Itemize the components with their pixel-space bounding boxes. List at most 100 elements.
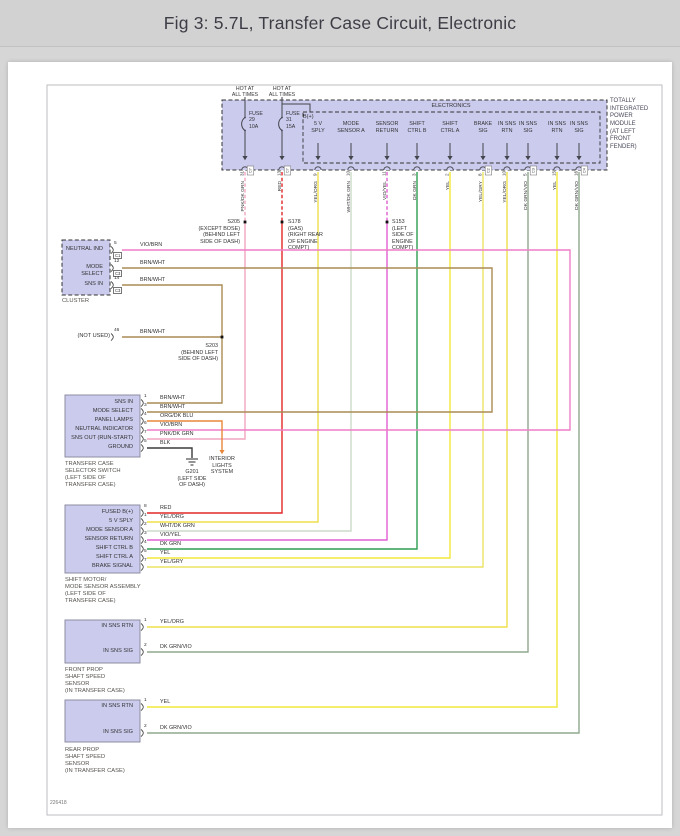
shift_motor-wire-color-label: VIO/YEL xyxy=(160,532,181,538)
front_sensor-pin-in-sns-sig-label: IN SNS SIG xyxy=(103,648,133,654)
tipm-pin-bump xyxy=(446,166,454,171)
rear_sensor-pin-number: 2 xyxy=(144,724,147,729)
selector_switch-pin-number: 7 xyxy=(144,430,147,435)
b-plus-branch-wire xyxy=(282,103,311,112)
tipm-pin-number: 31 xyxy=(240,170,245,176)
connector-tag-box xyxy=(580,165,588,176)
wire-color-label: YEL xyxy=(552,181,558,191)
selector_switch-pin-number: 1 xyxy=(144,394,147,399)
fuse-node xyxy=(244,116,246,119)
wire-color-label: RED xyxy=(277,181,283,192)
selector_switch-pin-panel-lamps-label: PANEL LAMPS xyxy=(94,417,133,423)
shift_motor-pin-shift-ctrl-b-label: SHIFT CTRL B xyxy=(95,545,133,551)
rear_sensor-wire-color-label: DK GRN/VIO xyxy=(160,725,192,731)
splice-s203-label: S203 (BEHIND LEFT SIDE OF DASH) xyxy=(178,343,218,363)
splice-s153-label: S153 (LEFT SIDE OF ENGINE COMPT) xyxy=(392,219,414,252)
rear_sensor-pin-in-sns-sig-label: IN SNS SIG xyxy=(103,729,133,735)
hot-at-all-times-label-2: HOT AT ALL TIMES xyxy=(268,86,296,99)
wire-dk-grn-vio-9 xyxy=(147,172,529,653)
connector-tag: C7 xyxy=(286,168,290,173)
shift_motor-wire-color-label: RED xyxy=(160,505,172,511)
tipm-terminal-shift-ctrl-a: SHIFT CTRL A xyxy=(440,121,460,134)
pin-glyph xyxy=(140,444,144,452)
pin-glyph xyxy=(140,554,144,562)
figure-title: Fig 3: 5.7L, Transfer Case Circuit, Elec… xyxy=(163,12,517,33)
wire-color-label: YEL/ORG xyxy=(502,181,508,203)
selector_switch-pin-mode-select-label: MODE SELECT xyxy=(92,408,133,414)
splice-s205-label: S205 (EXCEPT BOSE) (BEHIND LEFT SIDE OF … xyxy=(198,219,240,245)
pin-glyph xyxy=(140,527,144,535)
tipm-terminal-in-sns-rtn: IN SNS RTN xyxy=(548,121,566,134)
splice-s178-label: S178 (GAS) (RIGHT REAR OF ENGINE COMPT) xyxy=(288,219,323,252)
cluster-wire-color-label: BRN/WHT xyxy=(140,277,166,283)
shift_motor-pin-number: 4 xyxy=(144,540,147,545)
shift_motor-pin-number: 5 xyxy=(144,549,147,554)
shift_motor-pin-number: 3 xyxy=(144,531,147,536)
fuse-label-1: FUSE 29 10A xyxy=(249,111,263,130)
selector_switch-pin-number: 4 xyxy=(144,412,147,417)
shift_motor-pin-number: 1 xyxy=(144,513,147,518)
pin-glyph xyxy=(110,264,114,272)
fuse-node xyxy=(281,116,283,119)
front_sensor-pin-number: 2 xyxy=(144,643,147,648)
electronics-label: ELECTRONICS xyxy=(431,103,471,109)
selector_switch-wire-color-label: PNK/DK GRN xyxy=(160,431,194,437)
pin-glyph xyxy=(140,417,144,425)
tipm-pin-bump xyxy=(413,166,421,171)
pin-glyph xyxy=(140,648,144,656)
wire-dk-grn-5 xyxy=(147,172,418,550)
wire-pnk-dk-grn-0 xyxy=(147,222,246,440)
wire-color-label: YEL xyxy=(445,181,451,191)
not-used-pin-number: 46 xyxy=(114,328,120,333)
cluster-pin-mode-select-label: MODE SELECT xyxy=(81,264,103,277)
wire-vio-yel-4 xyxy=(147,222,388,541)
shift_motor-pin-fused-b-label: FUSED B(+) xyxy=(101,509,133,515)
connector-tag-box xyxy=(529,165,537,176)
shift_motor-name-label: SHIFT MOTOR/ MODE SENSOR ASSEMBLY (LEFT … xyxy=(65,577,141,605)
shift_motor-wire-color-label: YEL xyxy=(160,550,171,556)
pin-glyph xyxy=(140,509,144,517)
tipm-terminal-mode-sensor-a: MODE SENSOR A xyxy=(337,121,365,134)
selector_switch-box xyxy=(64,394,141,458)
front_sensor-wire-color-label: YEL/ORG xyxy=(160,619,184,625)
tipm-pin-number: 9 xyxy=(313,173,318,176)
pin-glyph xyxy=(140,518,144,526)
wire-wht-dk-grn-3 xyxy=(147,172,352,532)
connector-tag-box xyxy=(484,165,492,176)
connector-tag-box xyxy=(283,165,291,176)
connector-tag: C2 xyxy=(487,168,491,173)
front_sensor-name-label: FRONT PROP SHAFT SPEED SENSOR (IN TRANSF… xyxy=(65,667,125,695)
interior-lights-system-label: INTERIOR LIGHTS SYSTEM xyxy=(209,456,235,476)
wire-brn-wht-13 xyxy=(122,267,493,413)
selector_switch-wire-color-label: BRN/WHT xyxy=(160,404,186,410)
splice-s203-dot xyxy=(220,335,224,339)
selector_switch-wire-color-label: VIO/BRN xyxy=(160,422,183,428)
tipm-terminal-in-sns-sig: IN SNS SIG xyxy=(570,121,588,134)
cluster-pin-number: 5 xyxy=(114,241,117,246)
shift_motor-pin-5-v-sply-label: 5 V SPLY xyxy=(109,518,133,524)
shift_motor-pin-sensor-return-label: SENSOR RETURN xyxy=(84,536,133,542)
cluster-name-label: CLUSTER xyxy=(62,298,90,304)
wire-color-label: DK GRN/VIO xyxy=(523,181,529,210)
front_sensor-box xyxy=(64,619,141,664)
shift_motor-wire-color-label: YEL/ORG xyxy=(160,514,184,520)
selector_switch-wire-color-label: ORG/DK BLU xyxy=(160,413,194,419)
pin-glyph xyxy=(140,426,144,434)
selector_switch-name-label: TRANSFER CASE SELECTOR SWITCH (LEFT SIDE… xyxy=(65,461,121,489)
arrow-down-icon xyxy=(480,156,486,161)
not-used-label: (NOT USED) xyxy=(77,333,110,339)
shift_motor-pin-mode-sensor-a-label: MODE SENSOR A xyxy=(86,527,133,533)
front_sensor-pin-number: 1 xyxy=(144,618,147,623)
shift_motor-pin-number: 8 xyxy=(144,504,147,509)
hot-at-all-times-label-1: HOT AT ALL TIMES xyxy=(231,86,259,99)
tipm-pin-number: 2 xyxy=(445,173,450,176)
tipm-pin-bump xyxy=(383,166,391,171)
wire-vio-brn-12 xyxy=(122,249,571,431)
pin-glyph xyxy=(140,703,144,711)
tipm-terminal-5-v-sply: 5 V SPLY xyxy=(311,121,325,134)
fuse-1-icon xyxy=(241,117,246,131)
shift_motor-pin-shift-ctrl-a-label: SHIFT CTRL A xyxy=(96,554,133,560)
wire-brn-wht-14 xyxy=(122,284,223,404)
b-plus-label: B(+) xyxy=(303,114,314,120)
tipm-label: TOTALLY INTEGRATED POWER MODULE (AT LEFT… xyxy=(610,98,649,151)
